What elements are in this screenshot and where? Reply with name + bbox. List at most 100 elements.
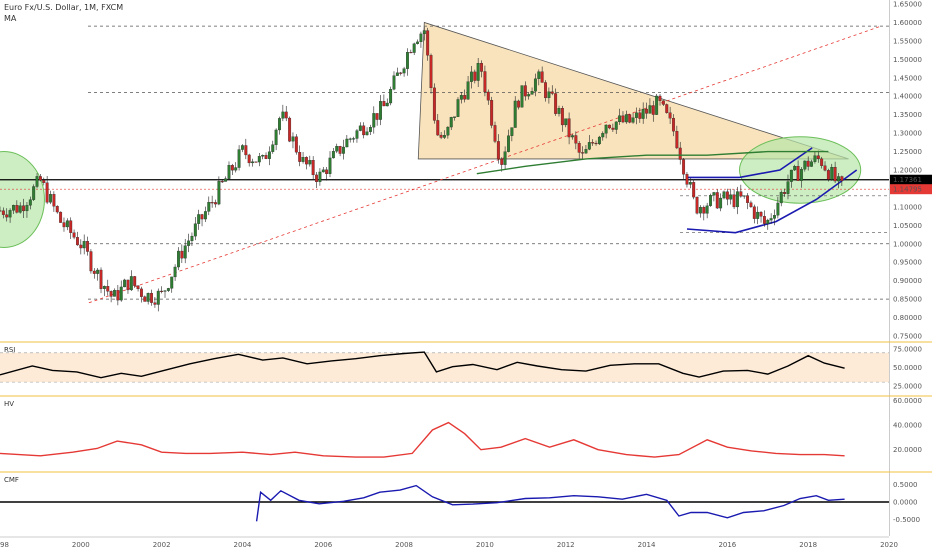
candle-body xyxy=(143,296,147,302)
candle-body xyxy=(200,214,204,220)
moving-average-line xyxy=(476,150,829,175)
candle-body xyxy=(601,133,605,138)
candle-body xyxy=(533,78,537,92)
candle-body xyxy=(193,223,197,237)
candle-body xyxy=(207,202,211,212)
candle-body xyxy=(608,124,611,129)
candle-body xyxy=(581,152,585,154)
candle-body xyxy=(550,91,554,94)
candle-body xyxy=(702,206,706,214)
candle-body xyxy=(618,115,622,123)
candle-body xyxy=(281,111,285,119)
candle-body xyxy=(638,112,642,119)
candle-body xyxy=(658,95,662,101)
pane-tick-label: 50.0000 xyxy=(893,364,922,372)
candle-body xyxy=(523,85,527,97)
candle-body xyxy=(560,108,564,126)
candle-body xyxy=(12,205,15,211)
candle-body xyxy=(705,205,709,214)
candle-body xyxy=(766,219,770,224)
candle-body xyxy=(826,170,830,180)
price-tick-label: 1.30000 xyxy=(893,130,922,138)
candle-body xyxy=(230,165,234,171)
candle-body xyxy=(365,131,369,136)
candle-body xyxy=(443,135,446,138)
trendline-dashed xyxy=(88,25,882,304)
candle-body xyxy=(62,222,66,228)
candle-body xyxy=(139,288,143,297)
candle-body xyxy=(119,286,123,301)
candle-body xyxy=(648,105,652,114)
candle-body xyxy=(379,101,382,120)
ma-indicator-label: MA xyxy=(4,14,17,23)
candle-body xyxy=(672,117,675,132)
candle-body xyxy=(803,160,807,170)
candle-body xyxy=(8,210,12,218)
candle-body xyxy=(786,181,790,194)
candle-body xyxy=(187,240,191,246)
candle-body xyxy=(614,121,618,130)
x-tick-label: 2006 xyxy=(314,541,332,549)
candle-body xyxy=(483,71,487,93)
candle-body xyxy=(395,72,399,76)
candle-body xyxy=(739,191,743,197)
pane-tick-label: -0.5000 xyxy=(893,516,920,524)
price-tick-label: 1.20000 xyxy=(893,167,922,175)
candle-body xyxy=(298,152,302,162)
candle-body xyxy=(624,114,628,123)
candle-body xyxy=(773,215,776,219)
candle-body xyxy=(264,155,268,159)
candle-body xyxy=(554,93,558,114)
candle-body xyxy=(736,191,739,208)
candle-body xyxy=(28,199,32,206)
candle-body xyxy=(79,244,83,249)
arc-upper xyxy=(687,147,813,179)
price-tick-label: 0.85000 xyxy=(893,296,922,304)
candle-body xyxy=(446,126,450,136)
candle-body xyxy=(89,251,93,272)
candle-body xyxy=(436,120,440,136)
candle-body xyxy=(453,116,457,118)
candle-body xyxy=(331,151,335,159)
candle-body xyxy=(274,129,278,145)
pane-tick-label: 20.0000 xyxy=(893,446,922,454)
candle-body xyxy=(547,91,551,99)
candle-body xyxy=(776,202,780,216)
candle-body xyxy=(318,171,322,183)
pane-title: CMF xyxy=(4,476,19,484)
candle-body xyxy=(227,165,231,179)
candle-body xyxy=(153,302,157,305)
price-tick-label: 0.95000 xyxy=(893,259,922,267)
candle-body xyxy=(422,30,426,35)
candle-body xyxy=(399,72,403,74)
candle-body xyxy=(712,192,716,196)
candle-body xyxy=(0,210,2,212)
candle-body xyxy=(183,245,187,259)
candle-body xyxy=(769,218,773,221)
candle-body xyxy=(469,71,473,82)
candle-body xyxy=(348,138,352,140)
candle-body xyxy=(109,291,113,297)
candle-body xyxy=(65,220,69,228)
candle-body xyxy=(837,176,840,182)
candle-body xyxy=(419,33,423,43)
candle-body xyxy=(136,285,140,290)
price-badge xyxy=(890,184,932,195)
candle-body xyxy=(517,100,521,108)
candle-body xyxy=(591,142,595,144)
candle-body xyxy=(564,118,568,126)
candle-body xyxy=(278,118,281,131)
candle-body xyxy=(328,157,332,174)
price-badge-label: 1.14795 xyxy=(893,186,922,194)
pane-tick-label: 60.0000 xyxy=(893,397,922,405)
candle-body xyxy=(288,117,292,142)
candle-body xyxy=(18,205,22,213)
candle-body xyxy=(833,167,837,182)
candle-body xyxy=(59,211,63,223)
price-pane: 1.65000 1.60000 1.55000 1.50000 1.45000 1.400… xyxy=(0,0,932,536)
price-tick-label: 1.40000 xyxy=(893,93,922,101)
candle-body xyxy=(123,279,127,288)
candle-body xyxy=(752,206,756,219)
candle-body xyxy=(214,202,217,205)
candle-body xyxy=(244,145,248,156)
